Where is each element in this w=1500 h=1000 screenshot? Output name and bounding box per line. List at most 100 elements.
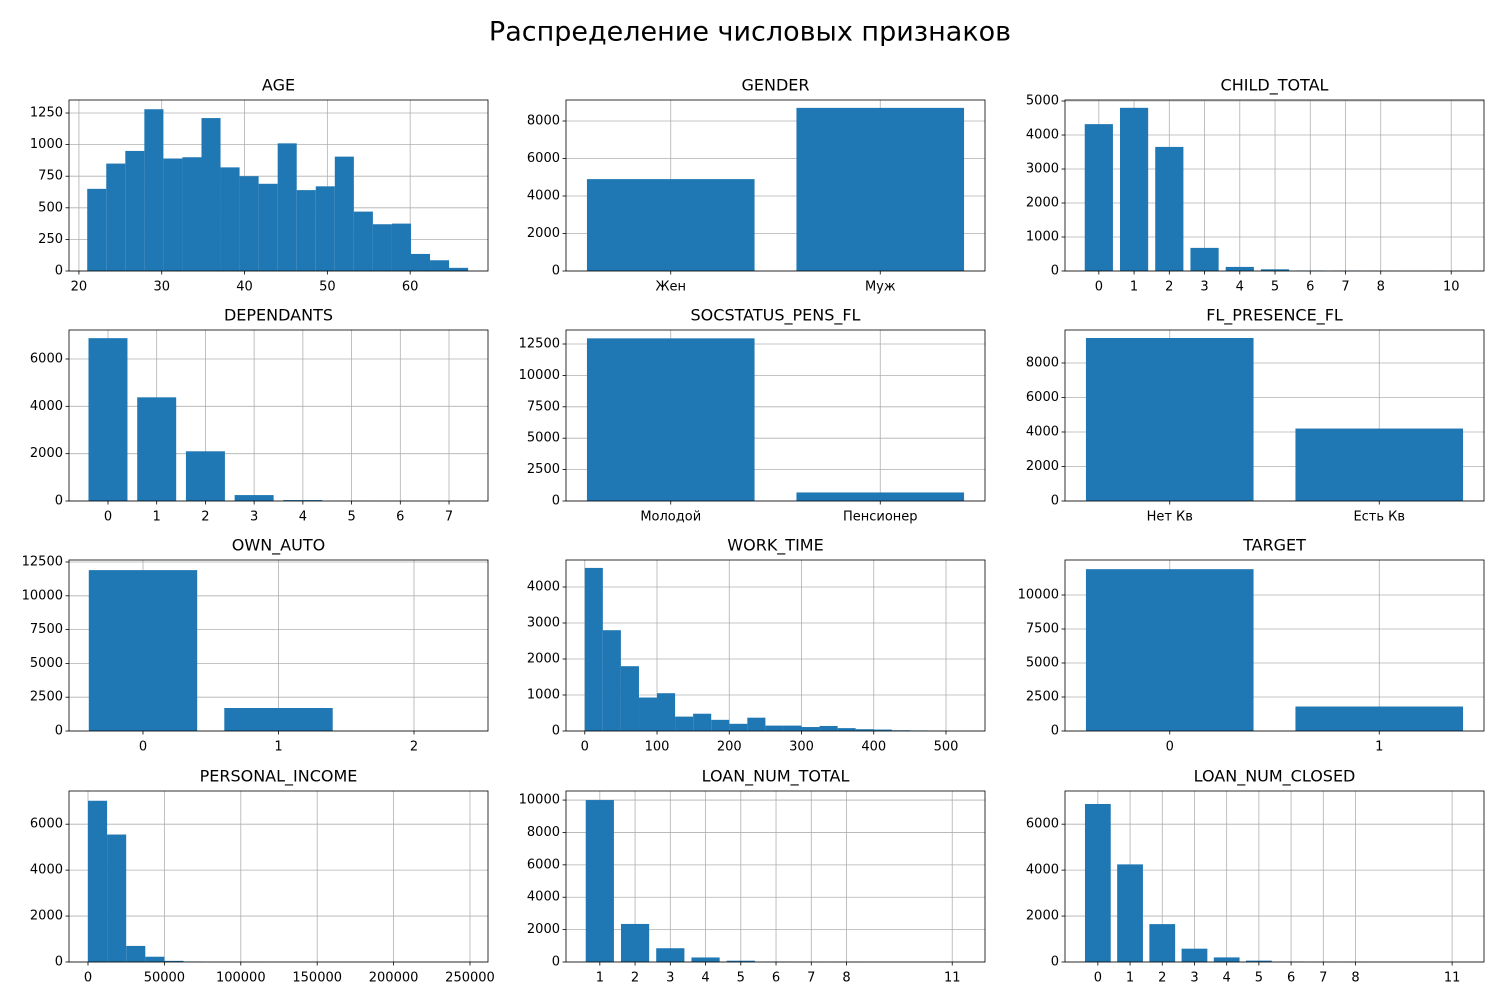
bar (586, 338, 755, 501)
y-tick-label: 12500 (519, 337, 560, 352)
histogram-bar (729, 723, 748, 731)
bar (1084, 124, 1113, 271)
x-tick-label: 6 (772, 971, 780, 986)
x-tick-label: 7 (807, 971, 815, 986)
x-tick-label: 1 (153, 510, 161, 525)
x-tick-label: 5 (347, 510, 355, 525)
y-tick-label: 0 (55, 724, 63, 739)
x-tick-label: 3 (666, 971, 674, 986)
subplot-title: WORK_TIME (727, 536, 823, 556)
subplot-title: SOCSTATUS_PENS_FL (691, 306, 861, 326)
histogram-bar (620, 666, 639, 731)
y-tick-label: 3000 (527, 616, 560, 631)
histogram-bar (837, 728, 856, 731)
histogram-bar (353, 211, 373, 271)
x-tick-label: Молодой (640, 510, 701, 525)
x-tick-label: 5 (737, 971, 745, 986)
x-tick-label: 50000 (144, 971, 185, 986)
axes-frame (1064, 99, 1485, 272)
histogram-bar (819, 725, 838, 731)
x-tick-label: 20 (71, 280, 88, 295)
x-tick-label: 1 (1126, 971, 1134, 986)
x-tick-label: 1 (1130, 280, 1138, 295)
bar (1190, 247, 1219, 271)
y-tick-label: 2000 (30, 446, 63, 461)
bar (1260, 269, 1290, 271)
y-tick-label: 0 (55, 494, 63, 509)
y-tick-label: 4000 (527, 890, 560, 905)
x-tick-label: 40 (236, 280, 253, 295)
x-tick-label: 6 (396, 510, 404, 525)
x-tick-label: 0 (84, 971, 92, 986)
x-tick-label: 250000 (445, 971, 495, 986)
histogram-bar (125, 150, 145, 271)
y-tick-label: 6000 (527, 857, 560, 872)
histogram-bar (107, 834, 127, 962)
x-tick-label: 60 (402, 280, 419, 295)
y-tick-label: 2000 (1026, 459, 1059, 474)
x-tick-label: 50 (319, 280, 336, 295)
y-tick-label: 1000 (1026, 230, 1059, 245)
axes-frame (565, 99, 986, 272)
y-tick-label: 4000 (30, 399, 63, 414)
y-tick-label: 500 (38, 200, 63, 215)
y-tick-label: 2000 (527, 652, 560, 667)
bar (796, 107, 965, 271)
y-tick-label: 3000 (1026, 162, 1059, 177)
x-tick-label: 7 (1341, 280, 1349, 295)
x-tick-label: Нет Кв (1147, 510, 1193, 525)
x-tick-label: 2 (201, 510, 209, 525)
subplot-title: FL_PRESENCE_FL (1206, 306, 1343, 326)
axes-frame (565, 790, 986, 963)
y-tick-label: 0 (552, 494, 560, 509)
y-tick-label: 2500 (527, 462, 560, 477)
y-tick-label: 2000 (1026, 909, 1059, 924)
axes-frame (68, 559, 489, 732)
histogram-bar (855, 729, 874, 731)
y-tick-label: 10000 (519, 793, 560, 808)
x-tick-label: 0 (1095, 280, 1103, 295)
x-tick-label: 8 (842, 971, 850, 986)
histogram-bar (873, 729, 892, 731)
bar (585, 800, 614, 962)
y-tick-label: 1000 (527, 688, 560, 703)
subplot-title: PERSONAL_INCOME (200, 767, 358, 787)
axes-frame (68, 329, 489, 502)
y-tick-label: 7500 (1026, 622, 1059, 637)
axes-frame (1064, 329, 1485, 502)
y-tick-label: 4000 (1026, 128, 1059, 143)
histogram-bar (182, 157, 202, 271)
histogram-bar (106, 163, 126, 271)
y-tick-label: 0 (552, 264, 560, 279)
x-tick-label: 3 (250, 510, 258, 525)
bar (1181, 948, 1208, 962)
y-tick-label: 2500 (30, 690, 63, 705)
histogram-bar (201, 118, 221, 271)
x-tick-label: 4 (299, 510, 307, 525)
y-tick-label: 2500 (1026, 690, 1059, 705)
x-tick-label: 500 (934, 740, 959, 755)
x-tick-label: 100 (645, 740, 670, 755)
y-tick-label: 0 (55, 955, 63, 970)
histogram-bar (657, 693, 676, 731)
x-tick-label: 1 (274, 740, 282, 755)
histogram-bar (334, 156, 354, 271)
histogram-bar (258, 183, 278, 271)
y-tick-label: 250 (38, 232, 63, 247)
bar (1084, 803, 1111, 962)
y-tick-label: 7500 (527, 399, 560, 414)
x-tick-label: 0 (581, 740, 589, 755)
x-tick-label: Пенсионер (843, 510, 918, 525)
x-tick-label: Муж (865, 280, 896, 295)
bar (691, 957, 720, 962)
bar (1295, 706, 1464, 731)
x-tick-label: 100000 (216, 971, 266, 986)
x-tick-label: 2 (1158, 971, 1166, 986)
y-tick-label: 4000 (30, 863, 63, 878)
histogram-bar (220, 167, 240, 271)
axes-frame (1064, 790, 1485, 963)
y-tick-label: 750 (38, 169, 63, 184)
histogram-bar (144, 109, 164, 271)
x-tick-label: 400 (861, 740, 886, 755)
